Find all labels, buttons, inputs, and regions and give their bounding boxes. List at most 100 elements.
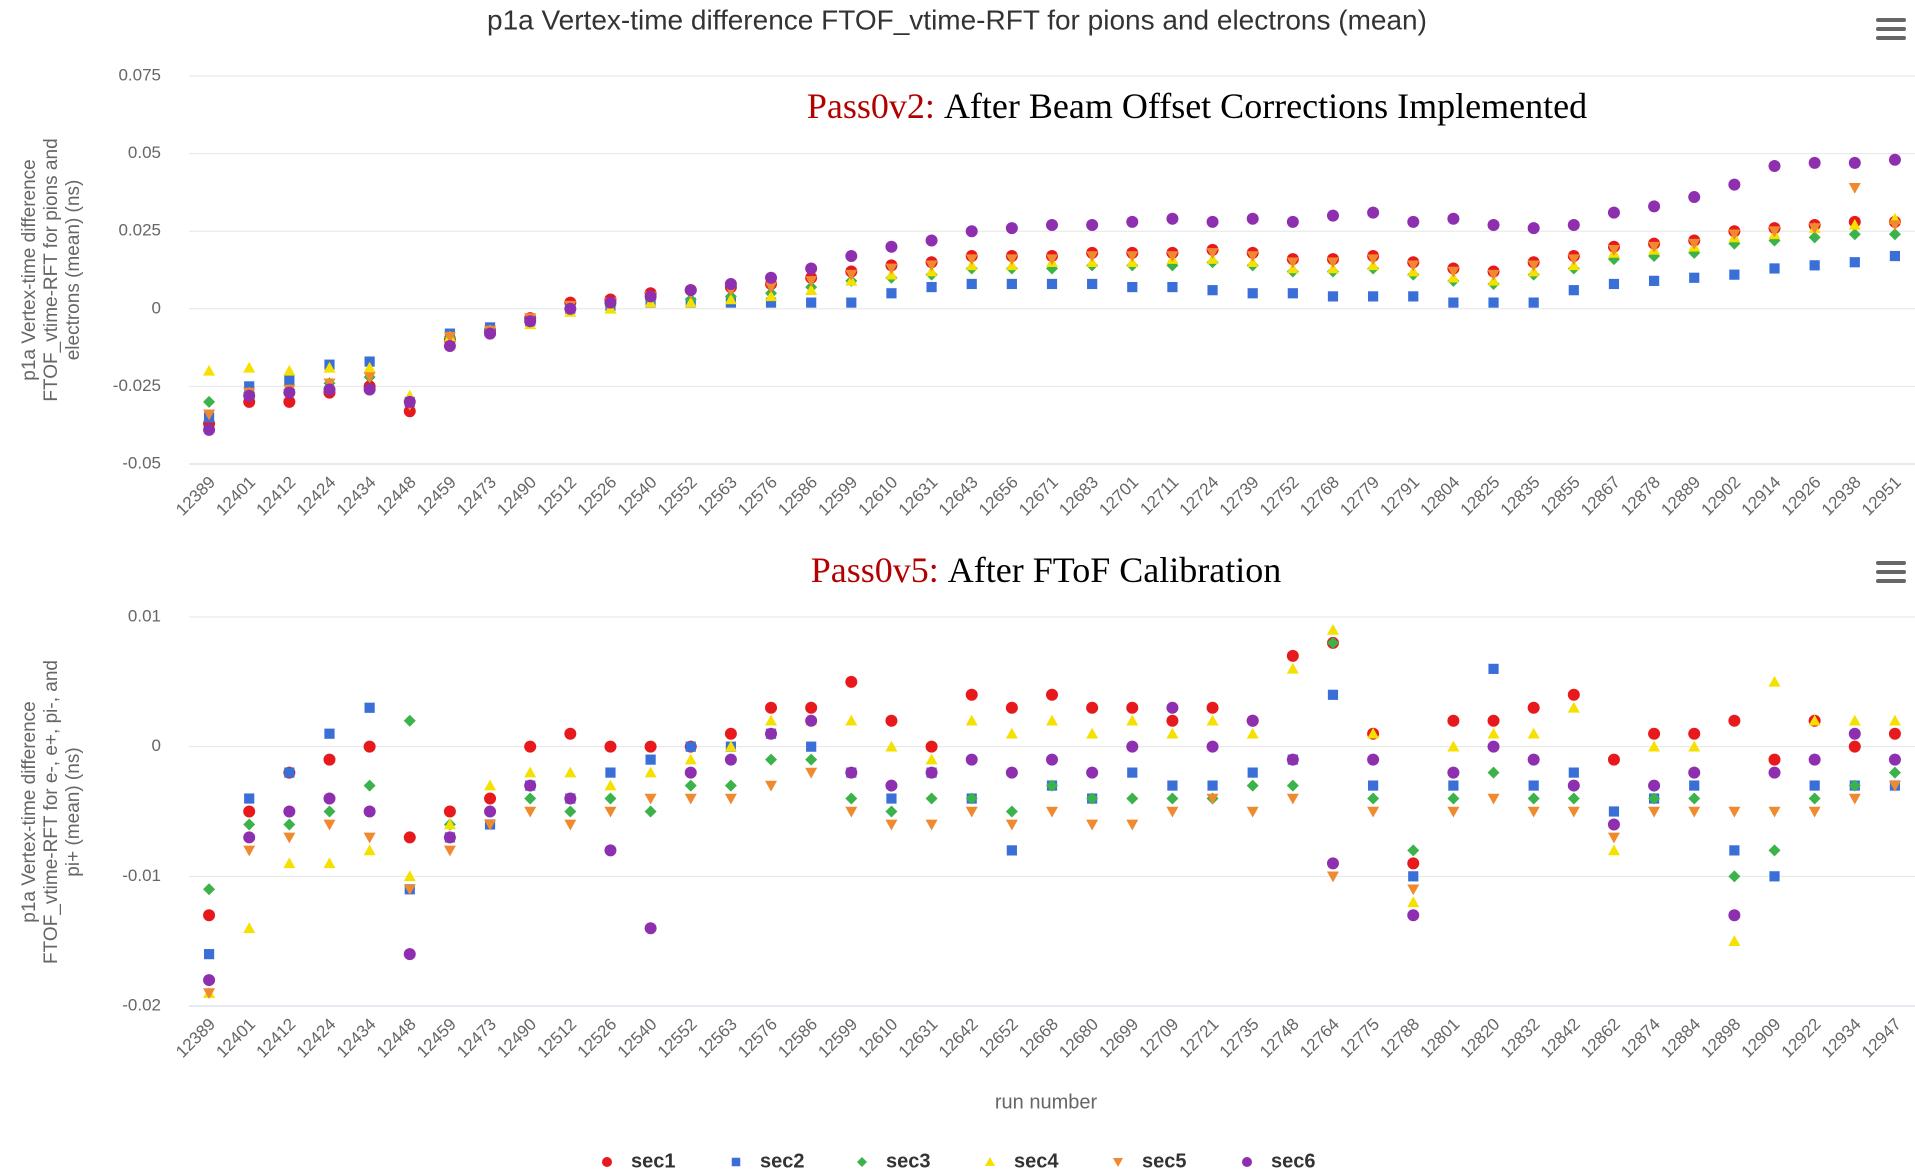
x-tick-label: 12788 <box>1376 1015 1423 1062</box>
y-tick-label: -0.02 <box>122 995 161 1014</box>
x-tick-label: 12832 <box>1497 1015 1544 1062</box>
point <box>1528 780 1539 791</box>
point <box>1246 251 1259 263</box>
legend-marker <box>857 1157 867 1167</box>
menu-button[interactable] <box>1876 561 1906 583</box>
legend-marker <box>1242 1157 1252 1167</box>
point <box>1166 714 1179 727</box>
legend-item[interactable]: sec1 <box>602 1150 676 1172</box>
point <box>484 805 497 818</box>
point <box>1006 845 1017 856</box>
series <box>203 623 1901 998</box>
legend-item[interactable]: sec5 <box>1113 1150 1187 1172</box>
point <box>1888 153 1901 166</box>
legend-item[interactable]: sec6 <box>1242 1150 1316 1172</box>
point <box>1808 806 1821 818</box>
point <box>1207 780 1218 791</box>
point <box>1607 753 1620 766</box>
point <box>1568 285 1579 296</box>
point <box>1689 780 1700 791</box>
x-axis-title: run number <box>995 1091 1098 1113</box>
series <box>203 636 1901 922</box>
point <box>1086 792 1099 805</box>
point <box>845 792 858 805</box>
point <box>925 234 938 247</box>
point <box>765 727 778 740</box>
x-tick-label: 12898 <box>1698 1015 1745 1062</box>
point <box>885 714 898 727</box>
x-tick-label: 12862 <box>1577 1015 1624 1062</box>
point <box>564 792 577 805</box>
x-tick-label: 12668 <box>1015 1015 1062 1062</box>
x-tick-label: 12721 <box>1176 1015 1223 1062</box>
point <box>1728 229 1741 241</box>
legend-marker <box>602 1157 612 1167</box>
x-tick-label: 12586 <box>774 473 821 520</box>
point <box>645 754 656 765</box>
point <box>644 793 657 805</box>
x-tick-label: 12401 <box>212 1015 259 1062</box>
point <box>1246 714 1259 727</box>
legend-item[interactable]: sec3 <box>857 1150 931 1172</box>
point <box>1046 806 1058 818</box>
point <box>1407 896 1420 908</box>
x-tick-label: 12680 <box>1055 1015 1102 1062</box>
point <box>283 386 296 399</box>
series <box>203 153 1901 436</box>
point <box>1166 212 1179 225</box>
point <box>965 688 978 701</box>
point <box>323 361 336 373</box>
point <box>1206 215 1219 228</box>
point <box>1848 714 1861 726</box>
menu-button[interactable] <box>1876 18 1906 40</box>
point <box>1728 870 1741 883</box>
y-tick-label: 0.05 <box>128 143 161 162</box>
series <box>203 767 1901 1000</box>
point <box>765 753 778 766</box>
point <box>1447 714 1460 727</box>
x-tick-label: 12748 <box>1256 1015 1303 1062</box>
point <box>925 260 938 272</box>
point <box>1608 806 1620 817</box>
point <box>443 818 456 830</box>
x-tick-label: 12552 <box>654 1015 701 1062</box>
point <box>443 805 456 818</box>
point <box>1327 291 1339 302</box>
series <box>203 212 1901 401</box>
point <box>845 766 858 779</box>
x-tick-label: 12804 <box>1417 473 1464 520</box>
point <box>1487 793 1500 805</box>
point <box>604 740 617 753</box>
point <box>1367 727 1380 739</box>
point <box>724 753 737 766</box>
legend-item[interactable]: sec4 <box>985 1150 1059 1172</box>
point <box>1326 636 1339 649</box>
x-tick-label: 12576 <box>734 473 781 520</box>
x-tick-label: 12825 <box>1457 473 1504 520</box>
point <box>1768 226 1781 238</box>
point <box>484 819 497 831</box>
point <box>1407 844 1420 857</box>
point <box>1689 272 1700 283</box>
point <box>765 780 778 792</box>
point <box>925 792 938 805</box>
y-axis-title: electrons (mean) (ns) <box>63 180 84 361</box>
point <box>1487 269 1500 281</box>
menu-bar <box>1876 27 1906 31</box>
point <box>283 832 296 844</box>
point <box>1367 206 1380 219</box>
point <box>243 922 256 933</box>
x-tick-label: 12424 <box>293 1015 340 1062</box>
point <box>1046 254 1058 266</box>
point <box>1206 714 1219 726</box>
point <box>1087 278 1098 290</box>
point <box>644 922 657 935</box>
x-tick-label: 12951 <box>1858 473 1905 520</box>
point <box>685 741 696 752</box>
point <box>1688 792 1701 805</box>
legend-label: sec2 <box>760 1150 805 1172</box>
legend-item[interactable]: sec2 <box>731 1150 805 1172</box>
point <box>805 262 818 275</box>
point <box>1286 779 1299 792</box>
point <box>1206 793 1219 805</box>
